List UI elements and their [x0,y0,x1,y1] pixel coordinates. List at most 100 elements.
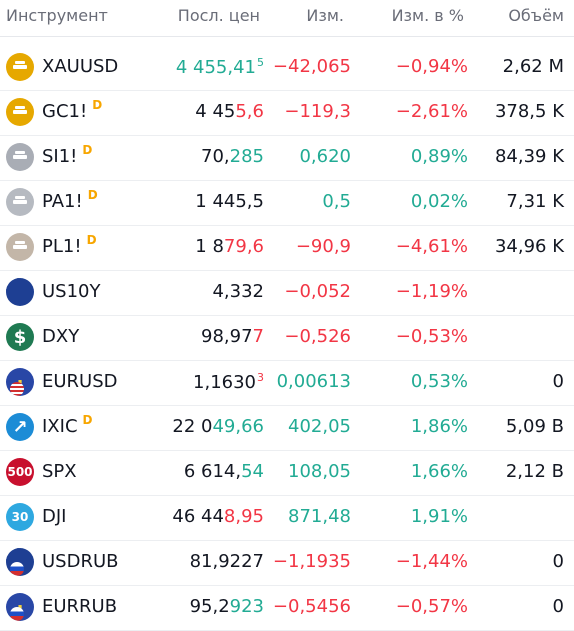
price-change-percent: 0,89% [410,146,468,167]
table-row[interactable]: 500 SPX 6 614,54 108,05 1,66% 2,12 B [0,450,574,496]
symbol-name[interactable]: SI1! D [42,143,93,167]
last-price-main: 46 44 [172,506,224,527]
last-price: 70,285 [201,146,264,167]
last-price-main: 6 614, [183,461,242,482]
symbol-text: GC1! [42,101,88,122]
table-row[interactable]: SI1! D 70,285 0,620 0,89% 84,39 K [0,135,574,181]
delayed-data-badge: D [87,188,98,202]
symbol-name[interactable]: EURRUB [42,596,117,617]
volume: 7,31 K [506,191,564,212]
symbol-name[interactable]: EURUSD [42,371,118,392]
watchlist-header: Инструмент Посл. цен Изм. Изм. в % Объём [0,0,574,37]
table-row[interactable]: ∙ EURRUB 95,2923 −0,5456 −0,57% 0 [0,585,574,631]
table-row[interactable]: ↗ IXIC D 22 049,66 402,05 1,86% 5,09 B [0,405,574,451]
table-row[interactable]: GC1! D 4 455,6 −119,3 −2,61% 378,5 K [0,90,574,136]
last-price-changed-digits: 5,6 [235,101,264,122]
price-change: −1,1935 [272,551,351,572]
table-row[interactable]: USDRUB 81,9227 −1,1935 −1,44% 0 [0,540,574,586]
price-change-percent: 1,86% [410,416,468,437]
delayed-data-badge: D [92,98,103,112]
price-change: −119,3 [284,101,351,122]
symbol-name[interactable]: US10Y [42,281,101,302]
last-price-changed-digits: 79,6 [223,236,264,257]
symbol-name[interactable]: GC1! D [42,98,103,122]
volume: 34,96 K [494,236,564,257]
volume: 2,12 B [505,461,564,482]
volume: 0 [552,596,564,617]
symbol-text: DXY [42,326,80,347]
price-change: −42,065 [272,56,351,77]
sp500-icon: 500 [6,458,34,486]
symbol-name[interactable]: PL1! D [42,233,97,257]
silver-bar-icon [6,143,34,171]
symbol-name[interactable]: DJI [42,506,66,527]
column-header-volume[interactable]: Объём [508,6,564,25]
last-price-main: 95,2 [189,596,230,617]
last-price: 4,332 [212,281,264,302]
column-header-change-percent[interactable]: Изм. в % [391,6,464,25]
last-price-changed-digits: 285 [229,146,264,167]
table-row[interactable]: US10Y 4,332 −0,052 −1,19% [0,270,574,316]
gold-bar-icon [6,53,34,81]
price-change: −90,9 [295,236,351,257]
volume: 378,5 K [494,101,564,122]
icon-label: 500 [7,465,33,479]
symbol-text: SI1! [42,146,78,167]
delayed-data-badge: D [82,143,93,157]
price-change-percent: 0,02% [410,191,468,212]
platinum-bar-icon [6,233,34,261]
symbol-name[interactable]: XAUUSD [42,56,118,77]
last-price-main: 4,332 [212,281,264,302]
last-price-main: 4 455,41 [175,57,256,78]
symbol-text: XAUUSD [42,56,119,77]
symbol-text: EURUSD [42,371,118,392]
symbol-name[interactable]: PA1! D [42,188,98,212]
table-row[interactable]: ∙ EURUSD 1,16303 0,00613 0,53% 0 [0,360,574,406]
column-header-change[interactable]: Изм. [306,6,344,25]
last-price-main: 1 445,5 [195,191,264,212]
last-price-changed-digits: 7 [252,326,264,347]
price-change-percent: −1,44% [395,551,468,572]
last-price-main: 98,97 [201,326,253,347]
last-price-main: 70, [201,146,230,167]
table-row[interactable]: PA1! D 1 445,5 0,5 0,02% 7,31 K [0,180,574,226]
column-header-last-price[interactable]: Посл. цен [177,6,260,25]
last-price: 4 455,415 [176,56,264,78]
dollar-icon: $ [6,323,34,351]
symbol-text: PA1! [42,191,83,212]
symbol-name[interactable]: USDRUB [42,551,119,572]
table-row[interactable]: PL1! D 1 879,6 −90,9 −4,61% 34,96 K [0,225,574,271]
symbol-name[interactable]: IXIC D [42,413,93,437]
symbol-name[interactable]: SPX [42,461,77,482]
last-price: 4 455,6 [195,101,264,122]
last-price-changed-digits: 3 [257,371,264,384]
price-change: −0,526 [284,326,351,347]
volume: 5,09 B [505,416,564,437]
price-change: 402,05 [288,416,351,437]
last-price-changed-digits: 8,95 [223,506,264,527]
last-price: 95,2923 [190,596,264,617]
price-change-percent: 1,91% [410,506,468,527]
table-row[interactable]: XAUUSD 4 455,415 −42,065 −0,94% 2,62 M [0,45,574,91]
last-price-main: 1,1630 [193,372,256,393]
symbol-text: EURRUB [42,596,118,617]
eu-us-flags-icon: ∙ [6,368,34,396]
last-price: 22 049,66 [172,416,264,437]
eu-ru-flags-icon: ∙ [6,593,34,621]
dow30-icon: 30 [6,503,34,531]
column-header-instrument[interactable]: Инструмент [6,6,108,25]
last-price: 46 448,95 [172,506,264,527]
last-price-changed-digits: 5 [257,56,264,69]
nasdaq-icon: ↗ [6,413,34,441]
symbol-text: DJI [42,506,67,527]
volume: 84,39 K [494,146,564,167]
last-price-changed-digits: 49,66 [212,416,264,437]
last-price: 1 445,5 [195,191,264,212]
table-row[interactable]: 30 DJI 46 448,95 871,48 1,91% [0,495,574,541]
last-price: 81,9227 [190,551,264,572]
last-price: 1 879,6 [195,236,264,257]
last-price-main: 22 0 [172,416,213,437]
symbol-name[interactable]: DXY [42,326,79,347]
price-change-percent: −1,19% [395,281,468,302]
table-row[interactable]: $ DXY 98,977 −0,526 −0,53% [0,315,574,361]
